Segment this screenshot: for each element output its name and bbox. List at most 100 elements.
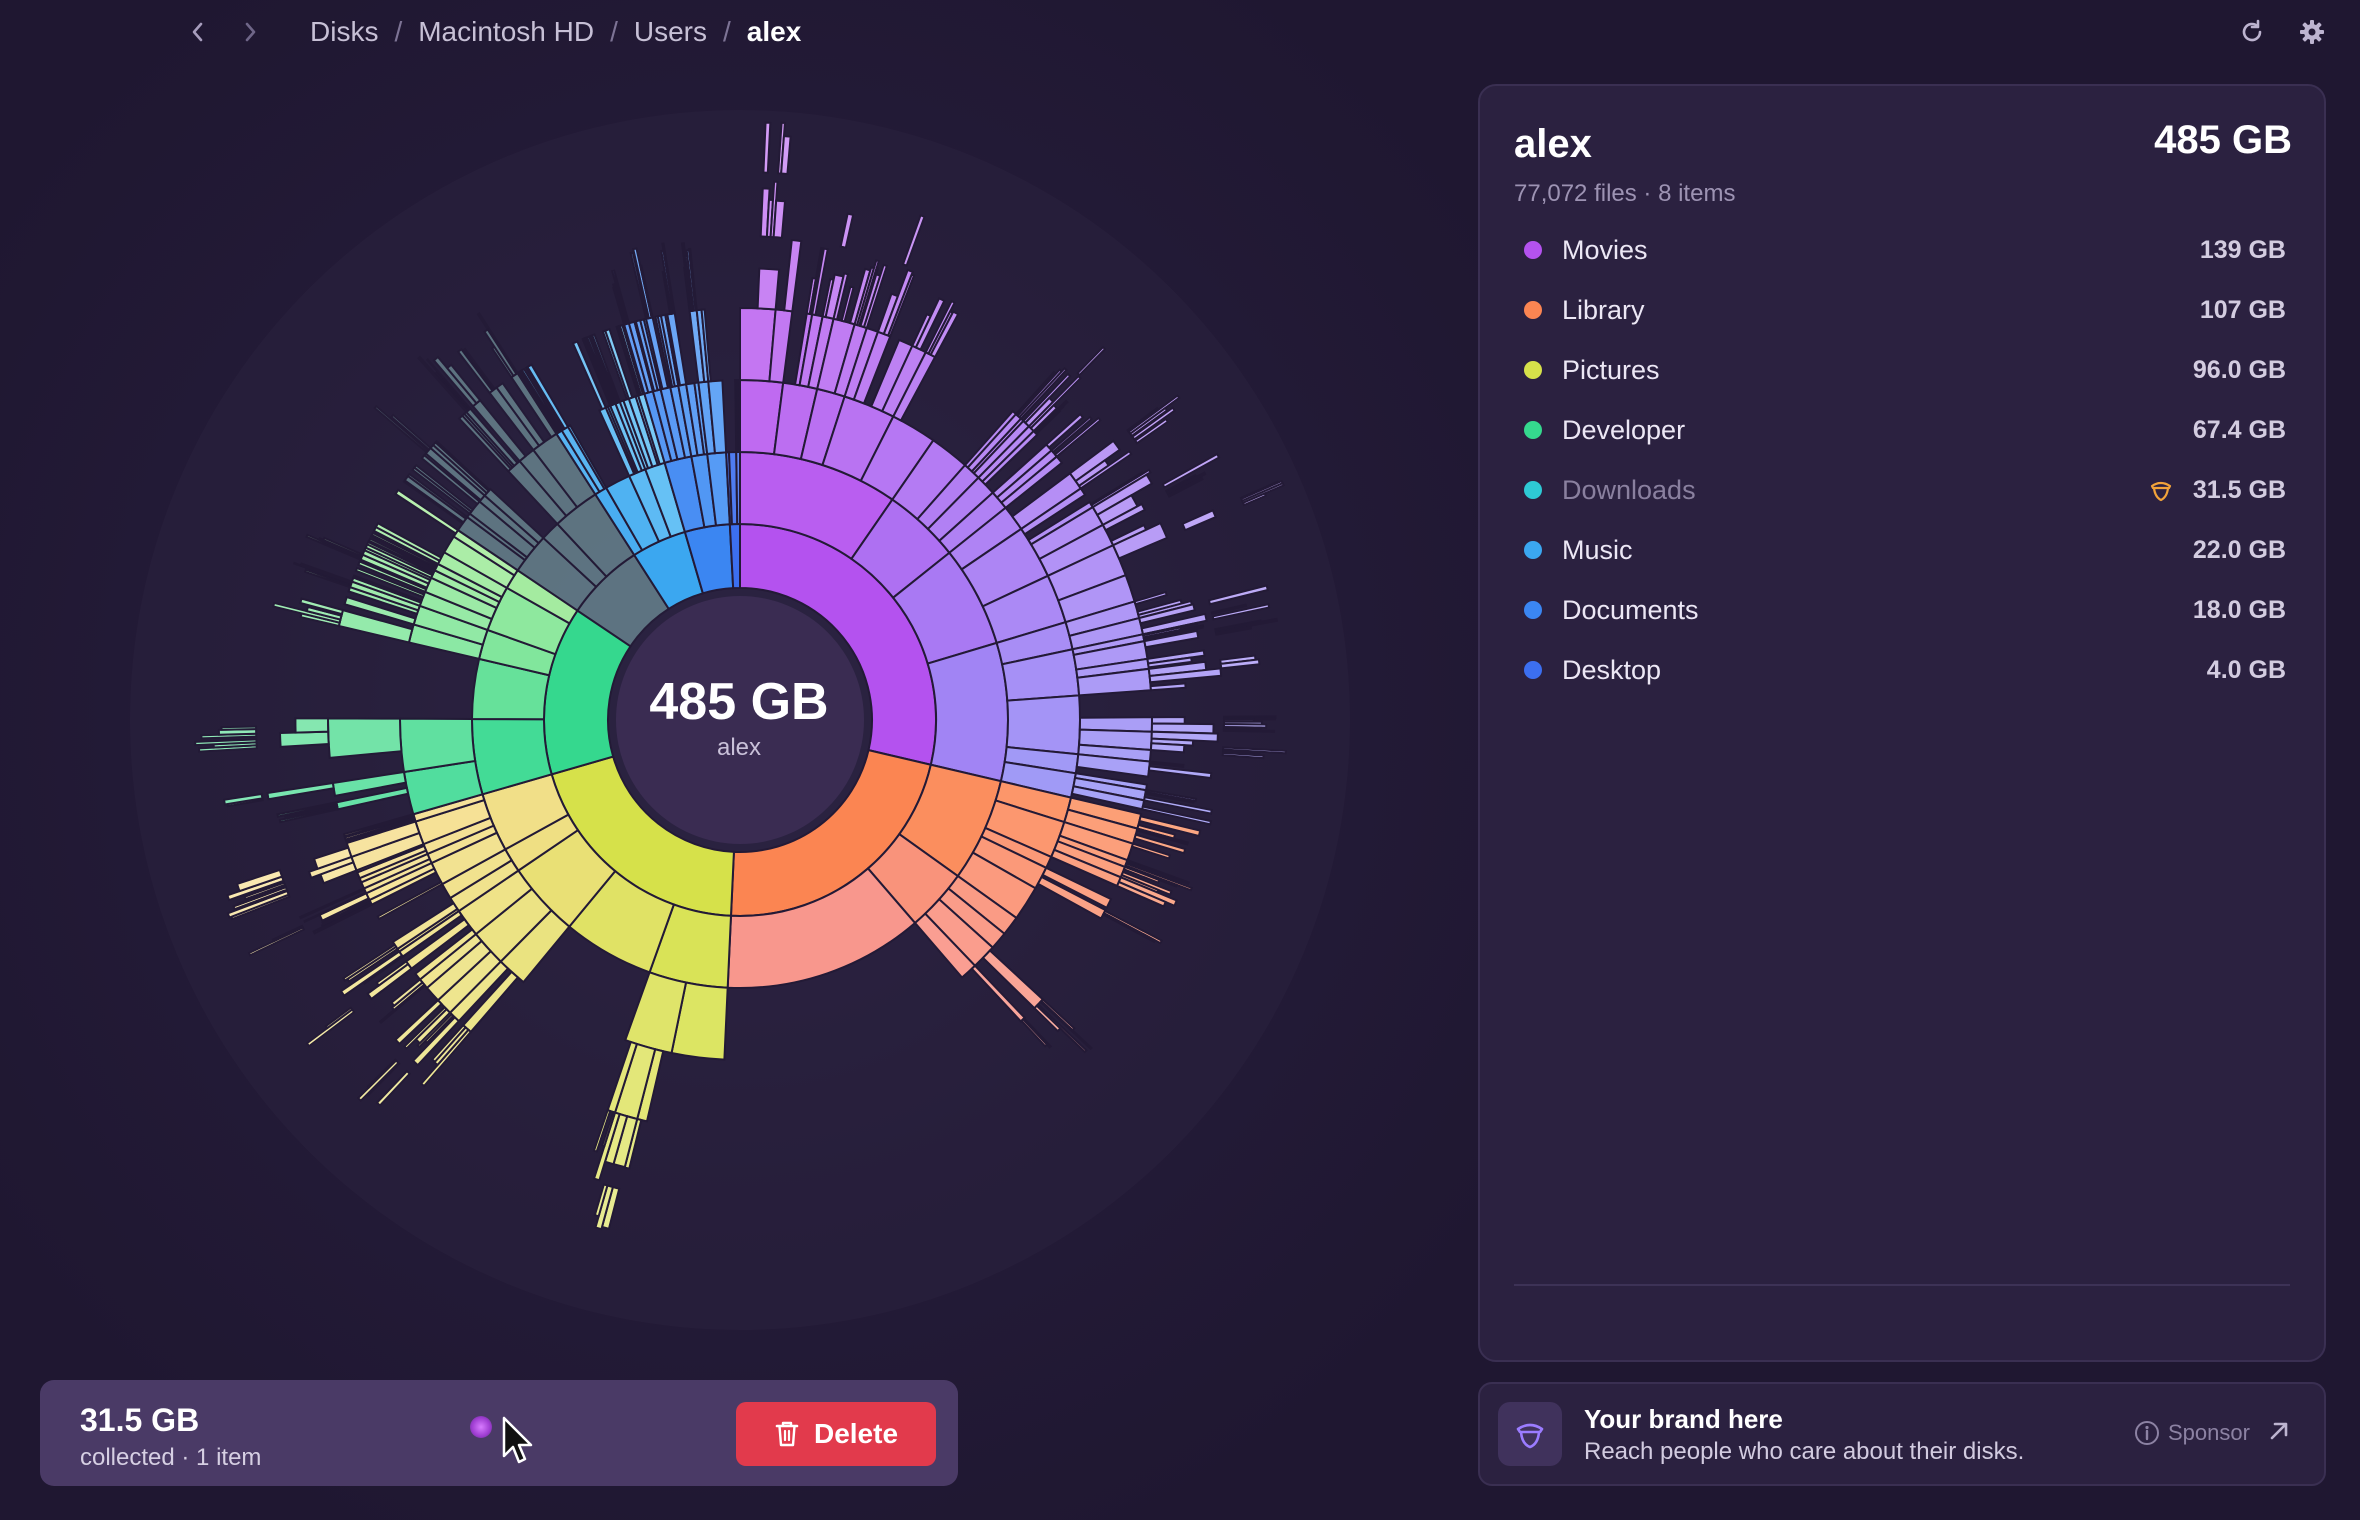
- segment-child[interactable]: [1161, 452, 1221, 489]
- segment-child[interactable]: [839, 212, 855, 249]
- segment-child[interactable]: [1101, 502, 1147, 532]
- segment-child[interactable]: [222, 792, 264, 806]
- list-item-movies[interactable]: Movies 139 GB: [1514, 220, 2294, 280]
- segment-child[interactable]: [604, 327, 634, 400]
- segment-child[interactable]: [1221, 751, 1265, 760]
- segment-child[interactable]: [411, 1015, 461, 1067]
- segment-child[interactable]: [1144, 791, 1196, 804]
- breadcrumb-disks[interactable]: Disks: [310, 16, 379, 47]
- segment-child[interactable]: [1130, 842, 1172, 860]
- segment-child[interactable]: [1221, 749, 1261, 755]
- segment-child[interactable]: [414, 928, 478, 981]
- segment-child[interactable]: [886, 273, 916, 338]
- breadcrumb-users[interactable]: Users: [633, 16, 707, 47]
- segment-child[interactable]: [425, 358, 472, 411]
- segment-child[interactable]: [1148, 667, 1223, 684]
- segment-child[interactable]: [375, 960, 410, 987]
- segment-child[interactable]: [342, 943, 398, 982]
- segment-child[interactable]: [294, 717, 330, 734]
- delete-button[interactable]: Delete: [736, 1402, 936, 1466]
- collector-bar[interactable]: 31.5 GB collected · 1 item Delete: [40, 1380, 958, 1486]
- list-item-desktop[interactable]: Desktop 4.0 GB: [1514, 640, 2294, 700]
- segment-child[interactable]: [1143, 629, 1200, 649]
- list-item-library[interactable]: Library 107 GB: [1514, 280, 2294, 340]
- segment-child[interactable]: [629, 251, 650, 321]
- segment-child[interactable]: [772, 199, 787, 239]
- list-item-pictures[interactable]: Pictures 96.0 GB: [1514, 340, 2294, 400]
- segment-child[interactable]: [926, 641, 1009, 783]
- segment-child[interactable]: [1039, 999, 1093, 1051]
- segment-child[interactable]: [327, 717, 403, 759]
- segment-child[interactable]: [762, 121, 772, 174]
- segment-child[interactable]: [1142, 624, 1204, 641]
- segment-child[interactable]: [365, 540, 435, 577]
- segment-child[interactable]: [1210, 603, 1248, 615]
- segment-child[interactable]: [1148, 760, 1185, 768]
- segment-child[interactable]: [1135, 827, 1190, 846]
- segment-child[interactable]: [370, 531, 439, 569]
- segment-child[interactable]: [661, 242, 676, 315]
- segment-child[interactable]: [756, 267, 781, 311]
- segment-child[interactable]: [194, 738, 258, 747]
- segment-child[interactable]: [1133, 833, 1187, 855]
- segment-child[interactable]: [271, 924, 305, 943]
- segment-child[interactable]: [1034, 408, 1062, 436]
- segment-child[interactable]: [324, 1006, 354, 1030]
- list-item-documents[interactable]: Documents 18.0 GB: [1514, 580, 2294, 640]
- segment-child[interactable]: [343, 595, 417, 626]
- segment-child[interactable]: [840, 285, 855, 323]
- list-item-developer[interactable]: Developer 67.4 GB: [1514, 400, 2294, 460]
- segment-child[interactable]: [412, 463, 475, 514]
- segment-child[interactable]: [1146, 656, 1193, 669]
- segment-child[interactable]: [1167, 476, 1204, 498]
- segment-child[interactable]: [299, 597, 345, 616]
- segment-child[interactable]: [235, 868, 284, 893]
- segment-child[interactable]: [1019, 487, 1087, 536]
- segment-child[interactable]: [1133, 417, 1170, 445]
- segment-child[interactable]: [929, 310, 960, 359]
- segment-child[interactable]: [1005, 694, 1081, 756]
- segment-child[interactable]: [366, 1058, 398, 1089]
- segment-child[interactable]: [1222, 728, 1276, 733]
- segment-child[interactable]: [312, 901, 374, 935]
- segment-child[interactable]: [601, 1110, 617, 1148]
- segment-child[interactable]: [1115, 880, 1167, 908]
- segment-child[interactable]: [783, 238, 803, 313]
- segment-child[interactable]: [639, 264, 654, 319]
- segment-child[interactable]: [462, 347, 497, 392]
- segment-child[interactable]: [1138, 815, 1202, 838]
- segment-child[interactable]: [1211, 603, 1271, 621]
- segment-child[interactable]: [1111, 521, 1169, 560]
- segment-child[interactable]: [735, 450, 741, 526]
- segment-child[interactable]: [593, 1183, 609, 1218]
- segment-child[interactable]: [738, 378, 741, 454]
- refresh-button[interactable]: [2234, 14, 2270, 50]
- segment-child[interactable]: [278, 730, 330, 748]
- segment-child[interactable]: [592, 1108, 612, 1153]
- segment-child[interactable]: [1070, 785, 1146, 811]
- external-arrow-icon[interactable]: [2264, 1416, 2294, 1446]
- segment-child[interactable]: [1122, 865, 1161, 884]
- segment-child[interactable]: [1020, 1017, 1049, 1048]
- segment-child[interactable]: [1131, 406, 1177, 441]
- segment-child[interactable]: [376, 880, 444, 921]
- segment-child[interactable]: [1137, 603, 1196, 625]
- segment-child[interactable]: [1076, 345, 1107, 377]
- segment-child[interactable]: [1147, 765, 1213, 780]
- segment-child[interactable]: [357, 560, 428, 594]
- sponsor-card[interactable]: Your brand here Reach people who care ab…: [1478, 1382, 2326, 1486]
- list-item-music[interactable]: Music 22.0 GB: [1514, 520, 2294, 580]
- segment-child[interactable]: [374, 521, 443, 563]
- segment-child[interactable]: [430, 1023, 468, 1064]
- segment-child[interactable]: [1181, 509, 1218, 532]
- segment-child[interactable]: [276, 801, 338, 818]
- segment-child[interactable]: [266, 781, 335, 801]
- segment-child[interactable]: [1101, 911, 1157, 944]
- settings-button[interactable]: [2294, 14, 2330, 50]
- segment-child[interactable]: [1149, 682, 1187, 692]
- segment-child[interactable]: [354, 566, 426, 599]
- segment-child[interactable]: [901, 214, 926, 267]
- segment-child[interactable]: [312, 846, 353, 871]
- segment-child[interactable]: [1050, 415, 1093, 454]
- sunburst-center[interactable]: 485 GB alex: [614, 594, 864, 844]
